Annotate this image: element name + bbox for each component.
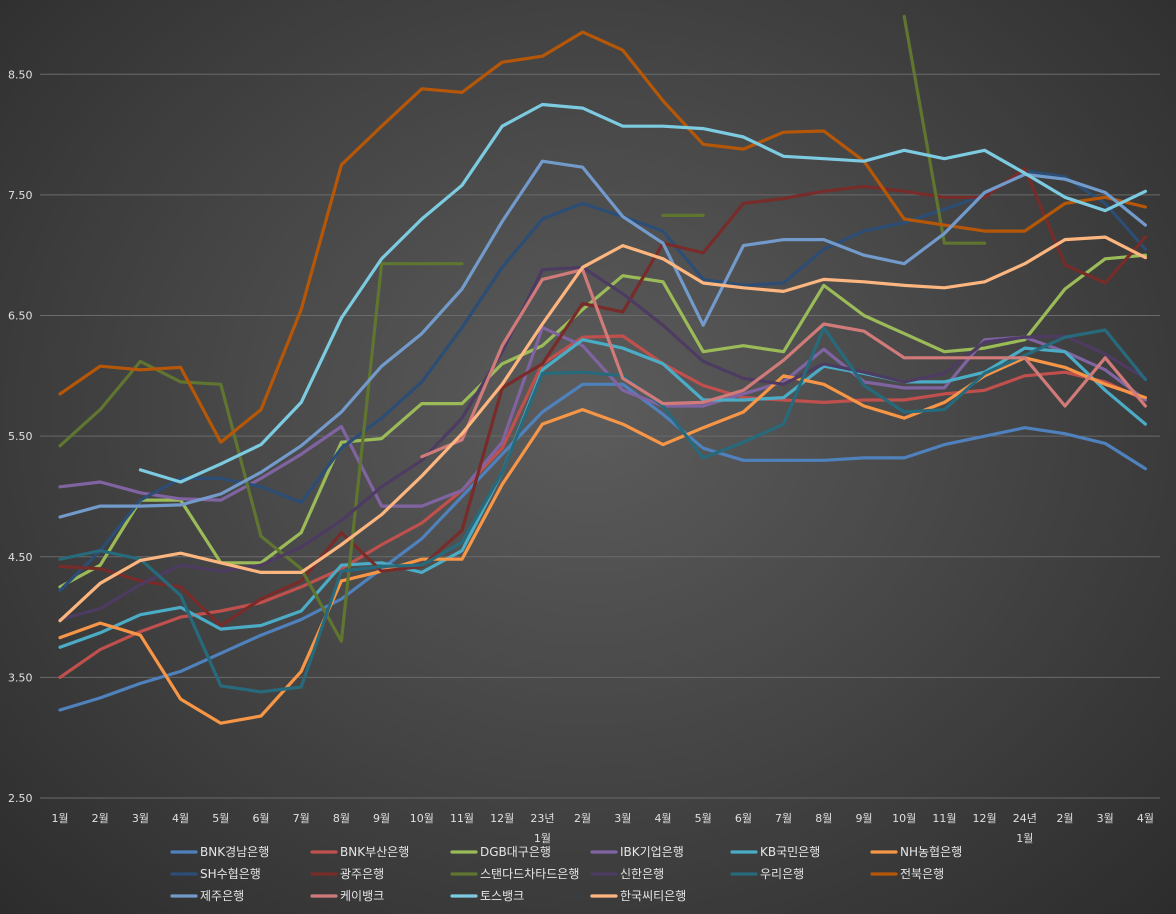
series-line: [58, 262, 384, 643]
x-tick-label: 2월: [574, 812, 591, 825]
series-line: [58, 166, 1147, 628]
series-line: [138, 102, 1147, 484]
legend-label: 광주은행: [340, 866, 384, 881]
x-tick-label: 3월: [614, 812, 631, 825]
series-line: [58, 30, 1147, 444]
y-axis-ticks: 2.50 3.50 4.50 5.50 6.50 7.50 8.50: [8, 68, 33, 805]
series-line: [902, 14, 987, 245]
x-tick-label: 12월: [973, 812, 997, 825]
series-line: [58, 356, 1147, 725]
series-line: [58, 326, 1147, 508]
legend-label: KB국민은행: [760, 844, 820, 859]
legend-label: 제주은행: [200, 888, 244, 903]
series-line: [58, 235, 1147, 623]
x-tick-label: 24년: [1013, 812, 1037, 825]
x-tick-label: 7월: [775, 812, 792, 825]
legend-label: BNK경남은행: [200, 844, 269, 859]
x-tick-sublabel: 1월: [534, 832, 551, 845]
x-tick-label: 6월: [735, 812, 752, 825]
legend-label: IBK기업은행: [620, 844, 684, 859]
legend-label: NH농협은행: [900, 844, 962, 859]
x-tick-label: 2월: [1056, 812, 1073, 825]
x-tick-label: 9월: [855, 812, 872, 825]
x-tick-label: 12월: [490, 812, 514, 825]
legend-label: DGB대구은행: [480, 844, 551, 859]
series-line: [58, 326, 1147, 694]
x-tick-label: 11월: [450, 812, 474, 825]
y-tick-label: 6.50: [8, 310, 33, 323]
y-tick-label: 2.50: [8, 792, 33, 805]
y-tick-label: 5.50: [8, 430, 33, 443]
x-tick-label: 23년: [530, 812, 554, 825]
x-tick-label: 7월: [293, 812, 310, 825]
x-tick-label: 10월: [410, 812, 434, 825]
x-tick-label: 9월: [373, 812, 390, 825]
x-tick-label: 8월: [815, 812, 832, 825]
legend-label: 한국씨티은행: [620, 888, 686, 903]
x-tick-label: 5월: [695, 812, 712, 825]
legend-label: 토스뱅크: [480, 889, 524, 903]
legend-label: 신한은행: [620, 866, 664, 881]
series-line: [58, 382, 1147, 712]
y-tick-label: 3.50: [8, 671, 33, 684]
x-tick-label: 6월: [252, 812, 269, 825]
x-tick-label: 3월: [1097, 812, 1114, 825]
x-tick-label: 8월: [333, 812, 350, 825]
legend-label: SH수협은행: [200, 866, 261, 881]
legend-label: 전북은행: [900, 866, 944, 881]
x-tick-label: 3월: [132, 812, 149, 825]
x-tick-label: 10월: [892, 812, 916, 825]
legend-label: 케이뱅크: [340, 889, 384, 903]
series-line: [58, 169, 1147, 593]
series-lines: [58, 14, 1147, 725]
x-tick-label: 11월: [932, 812, 956, 825]
x-tick-label: 2월: [92, 812, 109, 825]
y-tick-label: 7.50: [8, 189, 33, 202]
y-tick-label: 4.50: [8, 551, 33, 564]
series-line: [58, 338, 1147, 649]
x-tick-label: 4월: [1137, 812, 1154, 825]
series-line: [58, 159, 1147, 519]
legend-label: 우리은행: [760, 866, 804, 881]
legend-label: BNK부산은행: [340, 844, 409, 859]
series-line: [420, 268, 1147, 459]
legend: BNK경남은행 BNK부산은행 DGB대구은행 IBK기업은행 KB국민은행 NH농협은행…: [170, 844, 962, 903]
legend-label: 스탠다드차타드은행: [480, 866, 579, 881]
series-line: [58, 253, 1147, 589]
x-tick-label: 4월: [172, 812, 189, 825]
y-tick-label: 8.50: [8, 68, 33, 81]
x-tick-label: 4월: [654, 812, 671, 825]
x-tick-sublabel: 1월: [1016, 832, 1033, 845]
x-tick-label: 5월: [212, 812, 229, 825]
x-tick-label: 1월: [51, 812, 68, 825]
x-axis-ticks: 1월 2월 3월 4월 5월 6월 7월 8월 9월 10월 11월 12월 23년 1월 2월 3월 4월 5월…: [51, 812, 1154, 845]
